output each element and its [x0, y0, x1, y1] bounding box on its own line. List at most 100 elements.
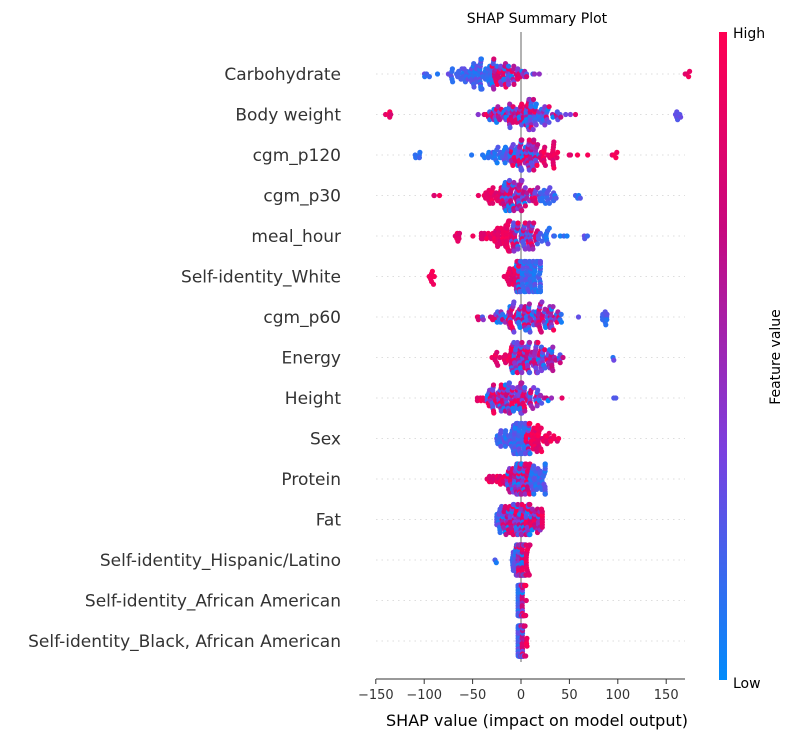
shap-point	[554, 155, 560, 161]
shap-point	[550, 367, 556, 374]
shap-point	[511, 248, 517, 254]
shap-point	[522, 623, 528, 629]
feature-label: Sex	[310, 430, 341, 450]
shap-point	[558, 319, 565, 325]
shap-point	[524, 74, 530, 80]
shap-point	[539, 448, 545, 455]
shap-point	[551, 233, 558, 239]
shap-point	[523, 653, 529, 659]
shap-point	[522, 185, 528, 191]
x-tick-label: −50	[459, 688, 486, 703]
shap-point	[430, 281, 437, 287]
shap-point	[475, 317, 481, 323]
feature-label: cgm_p120	[253, 146, 341, 166]
shap-point	[491, 56, 497, 62]
shap-point	[539, 524, 545, 530]
shap-point	[527, 531, 533, 538]
shap-point	[550, 304, 556, 310]
feature-label: Self-identity_African American	[85, 592, 341, 612]
shap-point	[456, 236, 462, 242]
shap-point	[558, 114, 564, 120]
shap-point	[434, 71, 441, 77]
shap-point	[510, 142, 516, 148]
shap-point	[546, 200, 553, 206]
shap-point	[515, 66, 521, 72]
feature-labels: Carbohydrate Body weight cgm_p120 cgm_p30me…	[28, 65, 341, 652]
shap-point	[523, 597, 529, 604]
shap-point	[567, 111, 574, 118]
shap-point	[531, 463, 537, 469]
shap-point	[542, 162, 549, 168]
shap-point	[527, 339, 533, 346]
shap-point	[542, 144, 548, 150]
shap-point	[522, 385, 528, 391]
shap-point	[475, 111, 481, 118]
shap-point	[522, 408, 528, 414]
shap-point	[531, 71, 538, 77]
shap-point	[510, 385, 516, 391]
shap-point	[502, 503, 508, 510]
shap-point	[575, 314, 582, 320]
feature-label: Self-identity_White	[181, 268, 341, 288]
shap-point	[527, 501, 533, 508]
shap-point	[584, 233, 591, 239]
shap-point	[527, 329, 533, 335]
shap-point	[558, 311, 564, 317]
shap-point	[511, 179, 517, 186]
feature-label: cgm_p30	[263, 187, 341, 207]
shap-point	[493, 560, 499, 566]
shap-point	[498, 428, 504, 434]
shap-point	[494, 349, 500, 355]
shap-point	[490, 382, 497, 388]
colorbar-high-label: High	[733, 26, 765, 42]
shap-point	[511, 329, 517, 335]
shap-point	[585, 152, 591, 158]
shap-point	[553, 195, 559, 201]
shap-point	[533, 200, 539, 206]
shap-point	[538, 425, 544, 431]
shap-point	[542, 365, 548, 371]
shap-point	[539, 509, 545, 515]
shap-point	[535, 369, 541, 376]
x-tick-label: 50	[561, 688, 578, 703]
shap-point	[531, 385, 537, 391]
shap-point	[511, 63, 517, 69]
shap-point	[450, 79, 456, 85]
shap-point	[517, 324, 523, 330]
shap-point	[505, 63, 512, 69]
shap-point	[491, 86, 497, 92]
shap-point	[550, 344, 556, 350]
shap-point	[526, 301, 533, 307]
shap-point	[537, 258, 544, 265]
feature-label: Fat	[316, 511, 342, 531]
shap-point	[522, 203, 529, 209]
shap-point	[522, 220, 528, 226]
shap-point	[604, 311, 610, 317]
feature-label: Carbohydrate	[224, 65, 341, 85]
shap-point	[542, 461, 548, 467]
shap-point	[490, 200, 496, 206]
shap-point	[613, 395, 619, 401]
shap-point	[604, 317, 610, 323]
shap-point	[535, 339, 541, 346]
shap-point	[546, 225, 552, 231]
shap-point	[557, 360, 563, 366]
shap-point	[527, 369, 533, 376]
shap-point	[542, 491, 548, 497]
shap-point	[507, 207, 513, 214]
shap-point	[511, 220, 517, 226]
shap-point	[524, 643, 530, 649]
shap-point	[498, 443, 504, 449]
shap-point	[542, 122, 548, 128]
shap-point	[511, 299, 517, 305]
feature-label: Body weight	[235, 106, 341, 126]
shap-point	[494, 63, 500, 69]
shap-point	[559, 395, 565, 401]
x-tick-label: 0	[517, 688, 525, 703]
shap-point	[548, 395, 555, 401]
shap-point	[519, 207, 525, 214]
shap-point	[511, 81, 517, 87]
shap-point	[475, 192, 481, 199]
shap-point	[531, 491, 537, 497]
